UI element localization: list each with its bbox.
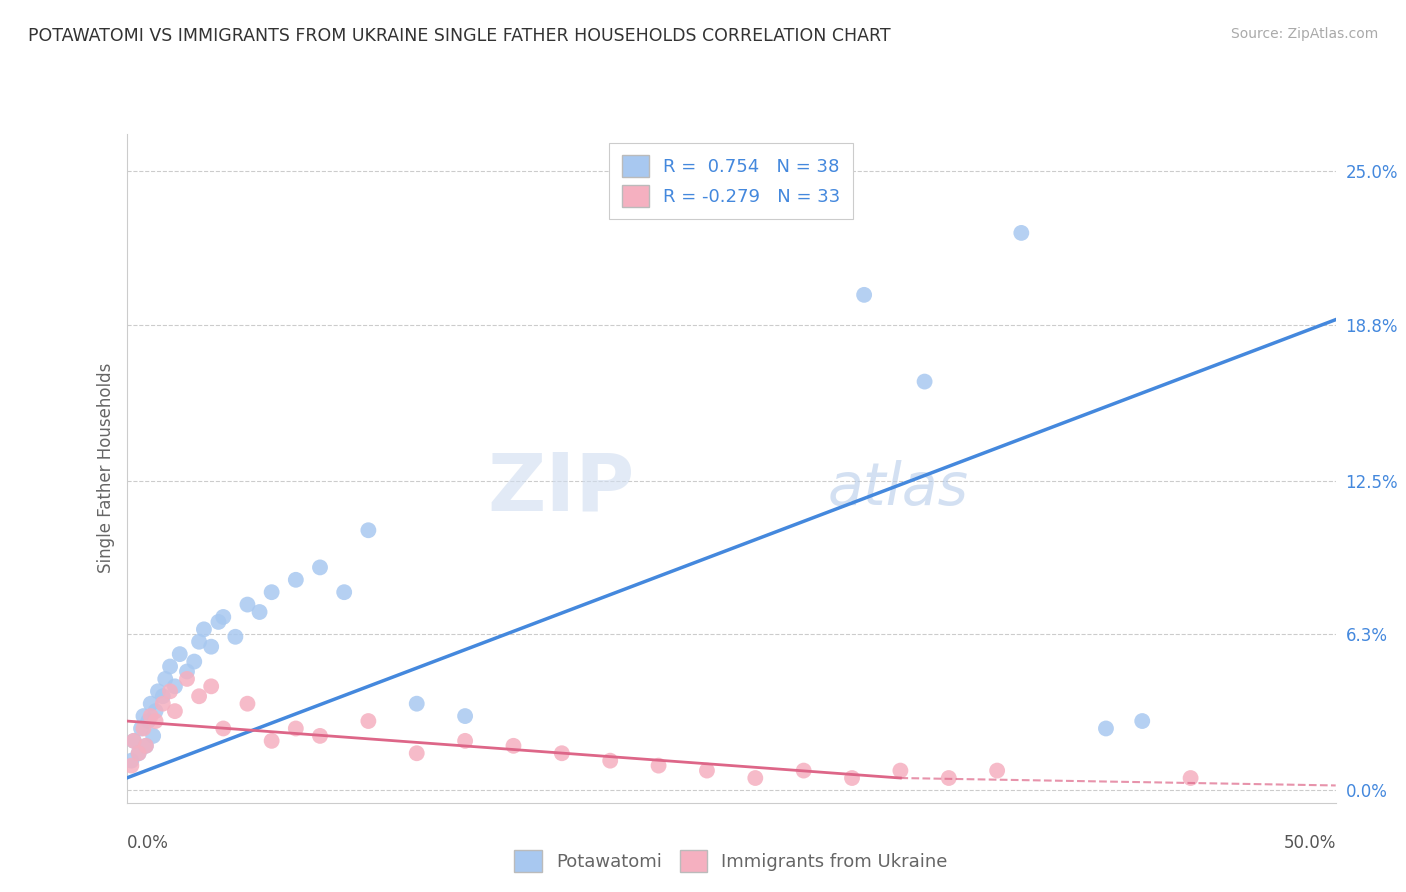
Point	[159, 659, 181, 673]
Text: atlas: atlas	[828, 460, 969, 516]
Point	[502, 739, 524, 753]
Point	[212, 610, 235, 624]
Text: 50.0%: 50.0%	[1284, 834, 1336, 852]
Point	[357, 523, 380, 537]
Point	[551, 746, 574, 760]
Point	[132, 722, 155, 736]
Point	[163, 704, 186, 718]
Legend: Potawatomi, Immigrants from Ukraine: Potawatomi, Immigrants from Ukraine	[505, 840, 957, 880]
Point	[135, 739, 157, 753]
Point	[853, 288, 876, 302]
Point	[599, 754, 621, 768]
Point	[120, 758, 142, 772]
Point	[193, 623, 215, 637]
Point	[357, 714, 380, 728]
Point	[841, 771, 863, 785]
Point	[142, 729, 165, 743]
Point	[183, 655, 205, 669]
Point	[260, 734, 283, 748]
Point	[120, 754, 142, 768]
Point	[146, 684, 169, 698]
Point	[333, 585, 356, 599]
Point	[135, 739, 157, 753]
Point	[122, 734, 145, 748]
Point	[212, 722, 235, 736]
Point	[200, 679, 222, 693]
Point	[122, 734, 145, 748]
Point	[1180, 771, 1202, 785]
Point	[1010, 226, 1032, 240]
Y-axis label: Single Father Households: Single Father Households	[97, 363, 115, 574]
Point	[188, 634, 211, 648]
Point	[224, 630, 246, 644]
Point	[132, 709, 155, 723]
Point	[152, 697, 174, 711]
Point	[155, 672, 177, 686]
Point	[207, 615, 229, 629]
Point	[454, 709, 477, 723]
Point	[260, 585, 283, 599]
Point	[454, 734, 477, 748]
Point	[159, 684, 181, 698]
Point	[986, 764, 1008, 778]
Point	[139, 709, 162, 723]
Text: POTAWATOMI VS IMMIGRANTS FROM UKRAINE SINGLE FATHER HOUSEHOLDS CORRELATION CHART: POTAWATOMI VS IMMIGRANTS FROM UKRAINE SI…	[28, 27, 891, 45]
Point	[176, 672, 198, 686]
Point	[129, 722, 152, 736]
Point	[405, 697, 427, 711]
Point	[163, 679, 186, 693]
Point	[139, 697, 162, 711]
Point	[793, 764, 815, 778]
Point	[889, 764, 911, 778]
Text: ZIP: ZIP	[486, 450, 634, 527]
Point	[744, 771, 766, 785]
Point	[128, 746, 150, 760]
Point	[236, 598, 259, 612]
Point	[128, 746, 150, 760]
Point	[136, 714, 159, 728]
Point	[145, 714, 167, 728]
Point	[1130, 714, 1153, 728]
Point	[1095, 722, 1118, 736]
Point	[284, 722, 307, 736]
Point	[200, 640, 222, 654]
Point	[647, 758, 669, 772]
Point	[249, 605, 271, 619]
Point	[938, 771, 960, 785]
Point	[176, 665, 198, 679]
Text: Source: ZipAtlas.com: Source: ZipAtlas.com	[1230, 27, 1378, 41]
Text: 0.0%: 0.0%	[127, 834, 169, 852]
Point	[309, 560, 332, 574]
Point	[145, 704, 167, 718]
Point	[284, 573, 307, 587]
Point	[188, 690, 211, 704]
Point	[696, 764, 718, 778]
Point	[236, 697, 259, 711]
Point	[914, 375, 936, 389]
Point	[169, 647, 191, 661]
Point	[309, 729, 332, 743]
Point	[405, 746, 427, 760]
Point	[152, 690, 174, 704]
